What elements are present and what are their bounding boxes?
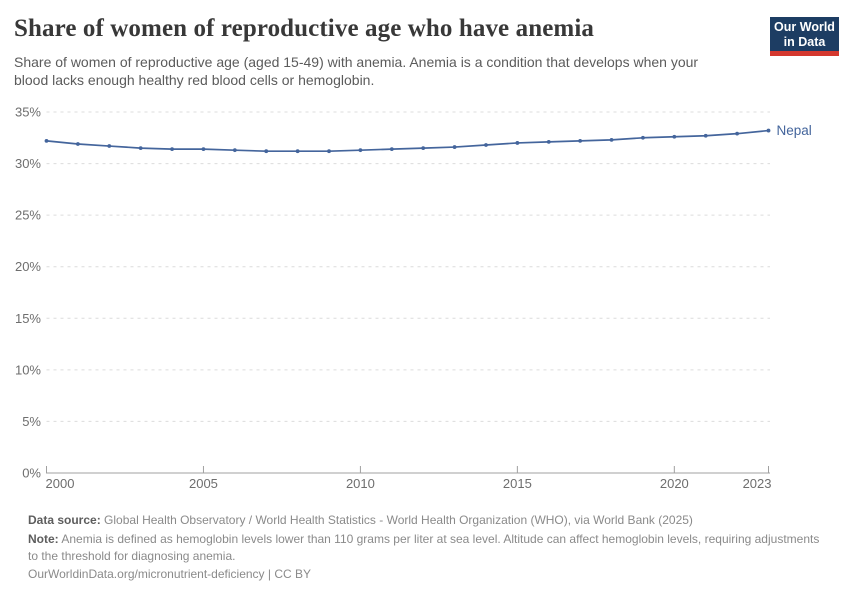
data-point[interactable]	[75, 142, 80, 146]
data-point[interactable]	[546, 140, 551, 144]
data-point[interactable]	[44, 138, 49, 143]
chart-subtitle-line1: Share of women of reproductive age (aged…	[14, 54, 699, 70]
y-axis-tick-label: 20%	[15, 259, 41, 274]
y-axis-tick-label: 10%	[15, 362, 41, 377]
note-line: Note: Anemia is defined as hemoglobin le…	[28, 531, 828, 564]
data-point[interactable]	[358, 148, 363, 153]
data-point[interactable]	[766, 128, 771, 133]
data-point[interactable]	[703, 133, 708, 138]
data-source-label: Data source:	[28, 513, 101, 527]
y-axis-tick-label: 0%	[22, 466, 41, 481]
x-axis-tick-label: 2023	[743, 476, 772, 491]
note-label: Note:	[28, 532, 59, 546]
owid-logo[interactable]: Our World in Data	[770, 17, 839, 56]
data-point[interactable]	[232, 148, 237, 153]
x-axis-tick-label: 2015	[503, 476, 532, 491]
y-axis-tick-label: 15%	[15, 311, 41, 326]
chart-subtitle: Share of women of reproductive age (aged…	[14, 54, 764, 89]
data-point[interactable]	[389, 147, 394, 152]
citation-link[interactable]: OurWorldinData.org/micronutrient-deficie…	[28, 567, 311, 581]
data-point[interactable]	[264, 149, 269, 154]
data-point[interactable]	[138, 146, 143, 151]
page-title: Share of women of reproductive age who h…	[14, 15, 594, 42]
chart-subtitle-line2: blood lacks enough healthy red blood cel…	[14, 71, 375, 88]
y-axis-tick-label: 35%	[15, 105, 41, 120]
y-axis-tick-label: 30%	[15, 156, 41, 171]
data-point[interactable]	[609, 137, 614, 142]
data-point[interactable]	[170, 147, 174, 152]
data-point[interactable]	[107, 144, 112, 148]
data-point[interactable]	[515, 141, 520, 145]
data-point[interactable]	[295, 149, 300, 154]
data-point[interactable]	[327, 149, 331, 154]
x-axis-tick-label: 2000	[46, 476, 75, 491]
data-point[interactable]	[735, 131, 740, 136]
data-point[interactable]	[452, 145, 457, 149]
data-source-text: Global Health Observatory / World Health…	[104, 513, 693, 527]
note-text: Anemia is defined as hemoglobin levels l…	[28, 532, 820, 563]
y-axis-tick-label: 5%	[22, 414, 41, 429]
data-point[interactable]	[484, 143, 488, 147]
data-point[interactable]	[641, 135, 645, 140]
x-axis-tick-label: 2020	[660, 476, 689, 491]
x-axis-tick-label: 2010	[346, 476, 375, 491]
owid-logo-line1: Our World	[774, 20, 835, 34]
owid-logo-line2: in Data	[783, 34, 826, 49]
series-label-nepal[interactable]: Nepal	[777, 123, 812, 138]
y-axis-tick-label: 25%	[15, 208, 41, 223]
data-source-line: Data source: Global Health Observatory /…	[28, 512, 838, 529]
data-point[interactable]	[421, 146, 426, 151]
x-axis-tick-label: 2005	[189, 476, 218, 491]
data-point[interactable]	[578, 138, 583, 143]
data-point[interactable]	[201, 147, 206, 152]
data-point[interactable]	[672, 134, 677, 139]
nepal-trend-line[interactable]	[45, 129, 770, 153]
